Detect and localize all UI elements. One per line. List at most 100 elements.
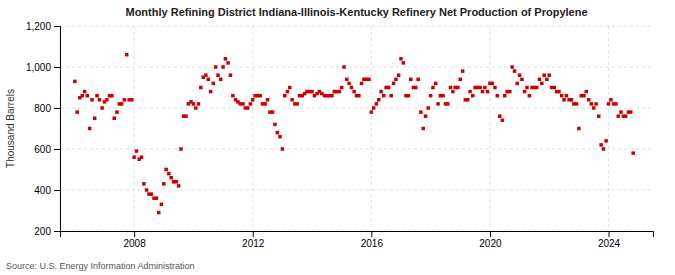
point — [357, 94, 361, 98]
point — [523, 90, 527, 94]
point — [585, 90, 589, 94]
point — [431, 86, 435, 90]
point — [478, 86, 482, 90]
point — [125, 53, 128, 57]
point — [471, 94, 475, 98]
tick-label: 2008 — [124, 238, 147, 249]
point — [436, 102, 440, 106]
point — [483, 86, 487, 90]
point — [607, 102, 611, 106]
point — [174, 180, 178, 184]
tick-mark — [54, 26, 60, 27]
point — [503, 94, 507, 98]
point — [295, 102, 299, 106]
point — [276, 131, 280, 135]
point — [387, 86, 391, 90]
tick-label: 400 — [34, 185, 51, 196]
point — [590, 102, 594, 106]
tick-mark — [253, 231, 254, 237]
tick-label: 2012 — [242, 238, 265, 249]
point — [582, 94, 586, 98]
point — [515, 82, 519, 86]
point — [266, 98, 270, 102]
point — [631, 151, 635, 155]
point — [481, 90, 485, 94]
point — [80, 94, 84, 98]
point — [115, 110, 119, 114]
point — [542, 73, 546, 77]
grid-line-y — [60, 149, 653, 150]
tick-label: 600 — [34, 144, 51, 155]
point — [93, 117, 97, 121]
point — [192, 102, 196, 106]
grid-line-x — [489, 26, 490, 231]
tick-label: 1,200 — [26, 21, 51, 32]
point — [249, 102, 253, 106]
point — [350, 86, 354, 90]
point — [226, 61, 230, 65]
tick: 2008 — [124, 231, 147, 249]
point — [496, 94, 500, 98]
point — [338, 90, 342, 94]
grid-line-y — [60, 190, 653, 191]
point — [459, 78, 463, 82]
point — [224, 57, 228, 61]
tick-label: 2016 — [361, 238, 384, 249]
point — [241, 102, 245, 106]
tick-mark — [54, 190, 60, 191]
point — [360, 82, 364, 86]
point — [619, 110, 623, 114]
point — [120, 102, 124, 106]
point — [429, 94, 433, 98]
chart: 200820122016202020242004006008001,0001,2… — [0, 0, 675, 275]
x-axis: 2008 2012 2016 2020 2024 — [61, 231, 654, 249]
grid-line-y — [60, 26, 653, 27]
point — [150, 192, 154, 196]
grid — [60, 26, 653, 231]
point — [142, 182, 146, 186]
point — [491, 82, 495, 86]
point — [347, 82, 351, 86]
tick-label: 2020 — [479, 238, 502, 249]
point — [204, 73, 208, 77]
point — [123, 98, 127, 102]
point — [456, 86, 460, 90]
point — [419, 110, 423, 114]
point — [508, 90, 512, 94]
point — [397, 73, 401, 77]
point — [377, 98, 381, 102]
tick-mark — [54, 149, 60, 150]
point — [614, 102, 618, 106]
point — [246, 106, 250, 110]
point — [209, 90, 213, 94]
point — [594, 102, 598, 106]
point — [538, 78, 542, 82]
point — [629, 110, 633, 114]
point — [132, 155, 136, 159]
point — [88, 127, 92, 131]
point — [214, 65, 218, 69]
point — [273, 123, 277, 127]
point — [231, 94, 235, 98]
point — [602, 147, 606, 151]
point — [164, 168, 168, 172]
point — [599, 143, 603, 147]
point — [219, 78, 223, 82]
points — [73, 53, 635, 214]
point — [86, 94, 90, 98]
point — [424, 114, 428, 118]
point — [434, 82, 438, 86]
point — [199, 86, 203, 90]
point — [375, 102, 379, 106]
point — [402, 61, 406, 65]
tick-mark — [490, 231, 491, 237]
tick: 2024 — [598, 231, 621, 249]
point — [493, 86, 497, 90]
grid-line-y — [60, 108, 653, 109]
point — [399, 57, 403, 61]
point — [113, 117, 117, 121]
point — [461, 69, 465, 73]
tick: 1,000 — [26, 62, 60, 73]
point — [110, 94, 114, 98]
point — [617, 114, 621, 118]
